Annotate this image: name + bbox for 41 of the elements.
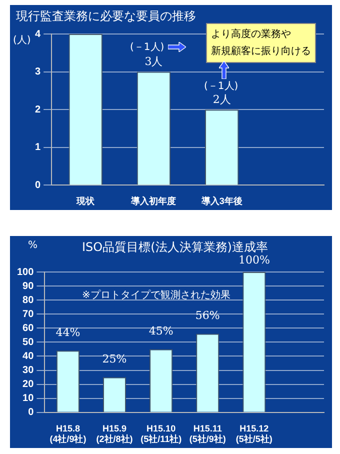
data-label: 44% — [56, 326, 80, 339]
annotation: (－1人) — [130, 41, 164, 54]
y-tick-label: 60 — [22, 322, 34, 334]
y-tick-label: 90 — [22, 280, 34, 292]
annotation: ※プロトタイプで観測された効果 — [82, 288, 230, 302]
y-tick-label: 40 — [22, 350, 34, 362]
data-label: 3人 — [144, 55, 163, 68]
y-tick-label: 10 — [22, 393, 34, 404]
y-tick-label: 0 — [35, 180, 41, 191]
y-tick-label: 70 — [22, 308, 34, 320]
note-box: より高度の業務や 新規顧客に振り向ける — [206, 23, 316, 63]
x-tick-label: 導入3年後 — [200, 196, 244, 206]
annotation: (－1人) — [204, 80, 238, 93]
y-tick-label: 2 — [35, 104, 41, 116]
x-tick-label: H15.9 (2社/8社) — [96, 423, 133, 444]
chart-title: 現行監査業務に必要な要員の推移 — [16, 8, 196, 25]
y-axis-title: % — [28, 240, 38, 251]
y-tick-label: 50 — [22, 336, 34, 348]
data-label: 56% — [195, 309, 220, 322]
x-tick-label: H15.10 (5社/11社) — [140, 423, 182, 444]
data-label: 45% — [148, 324, 174, 338]
x-tick-label: 導入初年度 — [130, 196, 176, 206]
y-tick-label: 20 — [22, 379, 34, 390]
y-tick-label: 3 — [35, 66, 41, 78]
y-tick-label: 30 — [22, 365, 34, 376]
x-tick-label: H15.11 (5社/9社) — [189, 423, 226, 444]
y-tick-label: 1 — [35, 142, 41, 154]
chart-title: ISO品質目標(法人決算業務)達成率 — [82, 239, 268, 255]
x-tick-label: H15.12 (5社/5社) — [236, 423, 272, 444]
y-axis-title: (人) — [13, 34, 31, 47]
x-tick-label: 現状 — [76, 196, 96, 206]
y-tick-label: 4 — [35, 28, 41, 40]
y-tick-label: 100 — [16, 266, 34, 278]
y-tick-label: 80 — [22, 294, 34, 306]
data-label: 2人 — [212, 92, 231, 106]
data-label: 25% — [102, 352, 127, 366]
x-tick-label: H15.8 (4社/9社) — [50, 423, 86, 444]
annotation: より高度の業務や — [211, 28, 292, 42]
data-label: 100% — [238, 253, 270, 266]
y-tick-label: 0 — [28, 407, 34, 418]
annotation: 新規顧客に振り向ける — [211, 44, 311, 59]
